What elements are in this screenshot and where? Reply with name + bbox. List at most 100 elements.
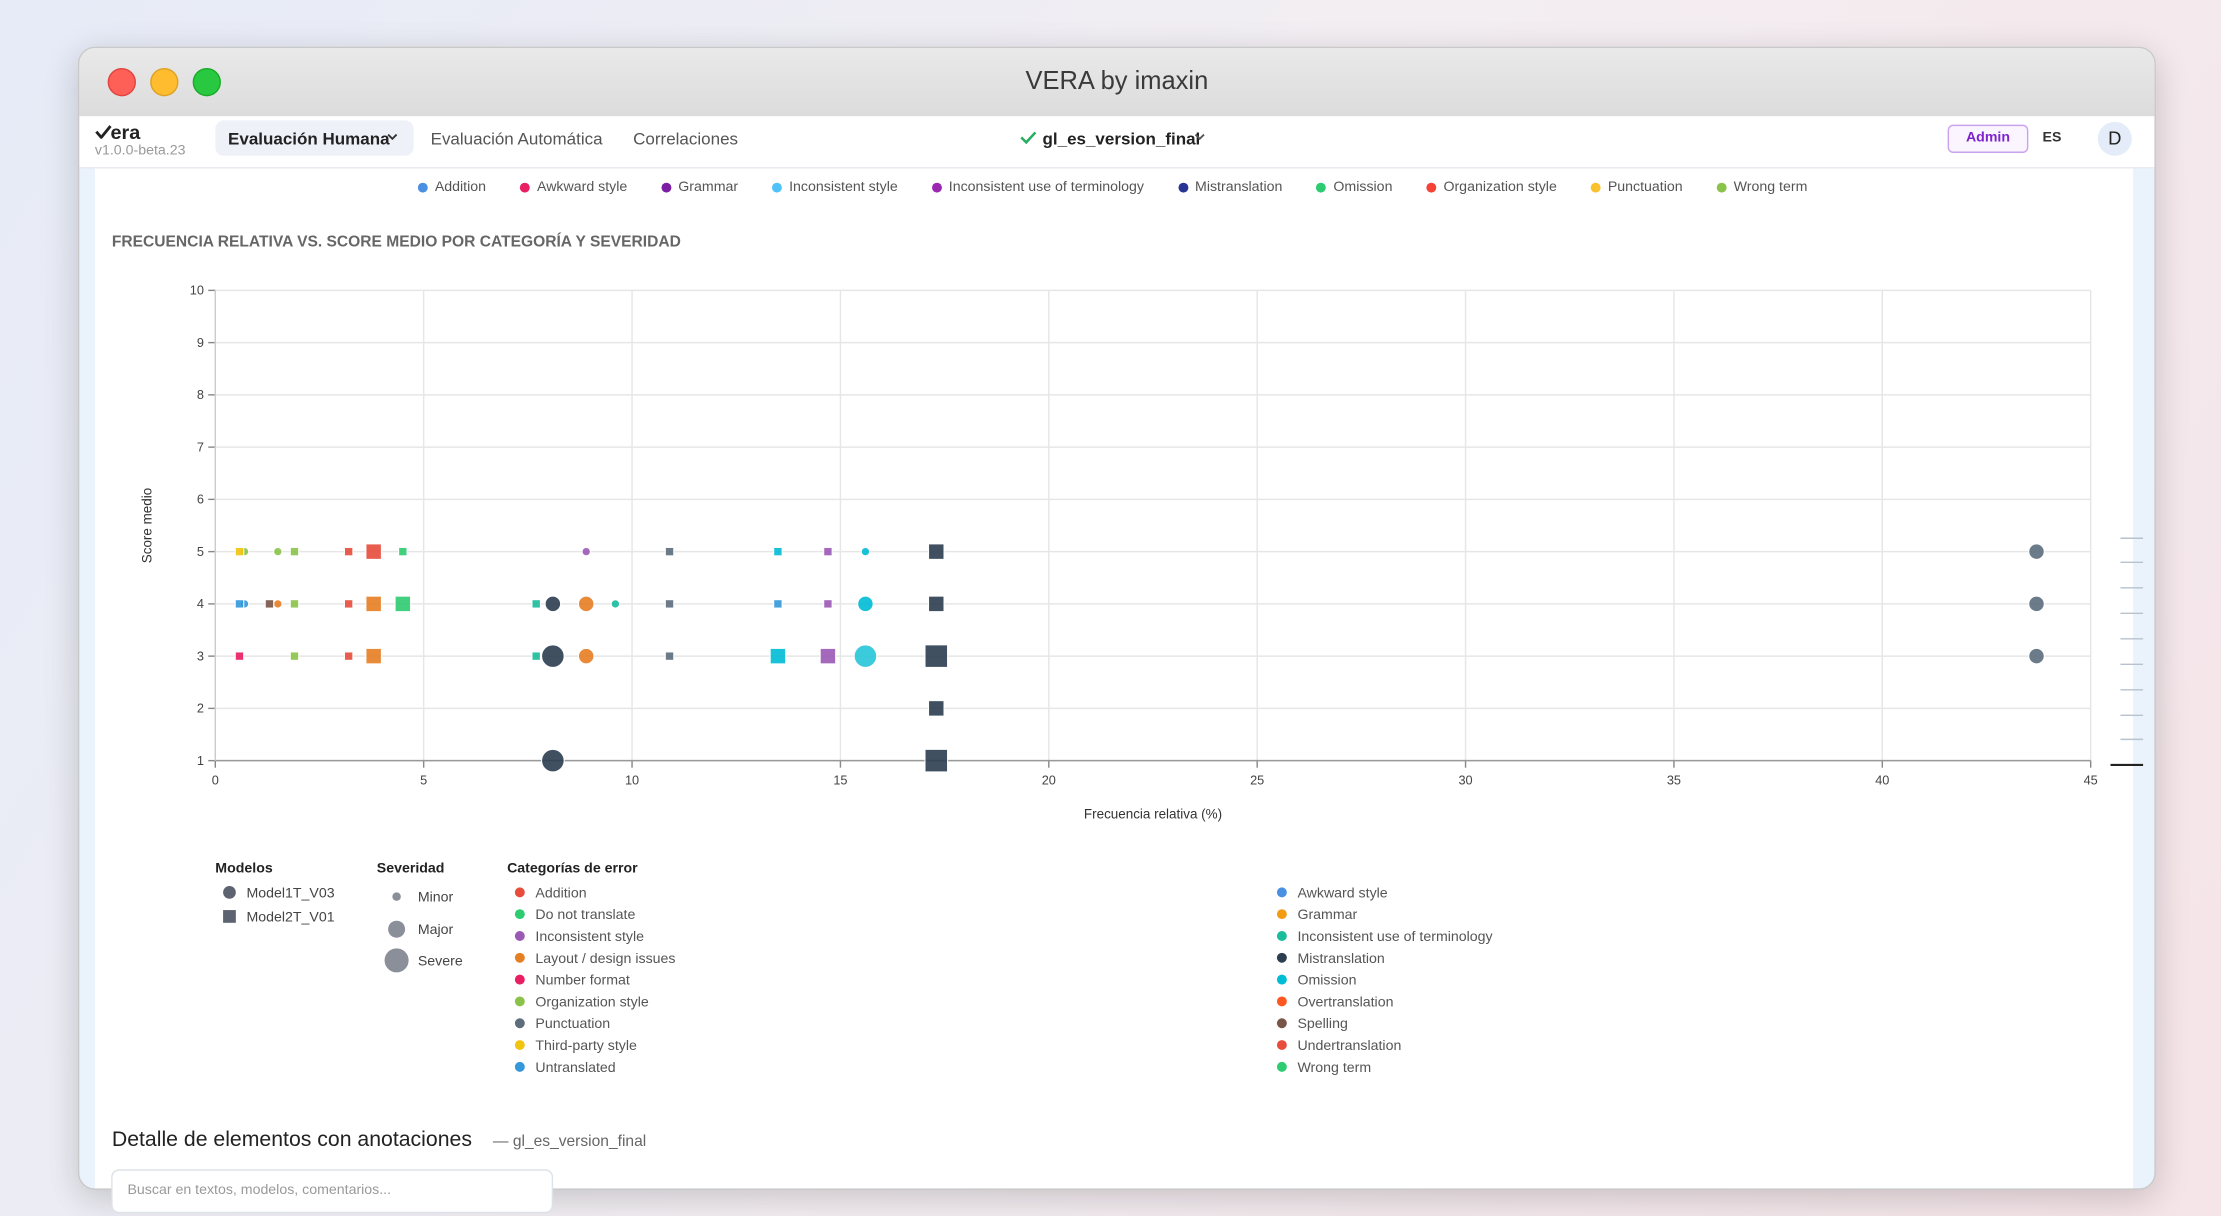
x-tick-label: 10 [625, 773, 639, 788]
category-swatch [1276, 974, 1287, 985]
point [531, 599, 542, 609]
model-label: Model2T_V01 [246, 909, 334, 925]
top-legend: Addition Awkward style Grammar Inconsistent… [93, 179, 2131, 196]
point [272, 546, 283, 557]
zoom-button[interactable] [192, 67, 221, 97]
minimize-button[interactable] [150, 67, 179, 97]
point [234, 651, 245, 661]
point [398, 546, 408, 557]
x-tick-label: 0 [212, 773, 219, 788]
category-swatch [514, 1018, 525, 1029]
x-axis-label: Frecuencia relativa (%) [1084, 807, 1222, 822]
chevron [1194, 133, 1205, 141]
category-swatch [514, 952, 525, 963]
legend-item: Grammar [661, 179, 739, 196]
legend-label: Inconsistent use of terminology [948, 179, 1145, 196]
point [853, 644, 878, 669]
point [857, 595, 874, 613]
legend-item: Inconsistent use of terminology [931, 179, 1145, 196]
x-tick-label: 30 [1458, 773, 1472, 788]
point [343, 651, 354, 661]
category-label: Inconsistent style [535, 929, 644, 945]
legend-item: Omission [1316, 179, 1393, 196]
search-box[interactable] [111, 1169, 554, 1214]
legend-item: Organization style [1426, 180, 1557, 195]
legend-label: Mistranslation [1195, 179, 1283, 196]
y-tick-label: 8 [197, 387, 204, 402]
point [272, 599, 283, 609]
avatar-letter: D [2108, 127, 2122, 149]
point [924, 748, 949, 773]
point [577, 647, 595, 665]
category-swatch [514, 887, 525, 898]
x-tick-label: 5 [420, 773, 427, 788]
legend-label: Wrong term [1733, 179, 1808, 196]
point [769, 647, 787, 665]
tab[interactable]: Evaluación Automática [430, 128, 603, 149]
legend-item: Punctuation [1590, 179, 1683, 196]
x-tick-label: 40 [1875, 773, 1889, 788]
point [2028, 595, 2045, 613]
point [365, 543, 383, 560]
legend-dot [1316, 182, 1327, 193]
point [264, 599, 275, 609]
legend-dot [417, 182, 428, 193]
close-button[interactable] [107, 67, 136, 97]
nav-bar: era v1.0.0-beta.23 Evaluación Humana Eva… [79, 116, 2155, 169]
legend-dot [1590, 182, 1601, 193]
category-label: Organization style [535, 994, 648, 1010]
y-tick-label: 5 [197, 544, 204, 559]
category-swatch [1276, 1061, 1287, 1072]
point [773, 546, 783, 557]
avatar[interactable]: D [2097, 121, 2132, 156]
point [773, 599, 783, 609]
detail-title: Detalle de elementos con anotaciones [112, 1127, 472, 1151]
legend-label: Omission [1333, 179, 1393, 196]
lang[interactable]: ES [2042, 130, 2062, 146]
point [540, 748, 565, 773]
category-label: Grammar [1297, 907, 1357, 923]
point [610, 599, 621, 609]
category-swatch [514, 1061, 525, 1072]
x-tick-label: 35 [1667, 773, 1681, 788]
scroll-ticks [2110, 537, 2144, 766]
model-label: Model1T_V03 [246, 885, 334, 901]
category-label: Number format [535, 973, 629, 989]
logo-check [95, 125, 112, 139]
tab[interactable]: Evaluación Humana [228, 128, 390, 149]
legend-dot [520, 182, 530, 193]
legend-item: Wrong term [1716, 179, 1808, 196]
point [234, 599, 245, 609]
legend-dot [772, 182, 783, 193]
tab[interactable]: Correlaciones [633, 128, 739, 149]
legend-title: Categorías de error [507, 861, 638, 877]
legend-label: Grammar [678, 179, 739, 196]
window-title: VERA by imaxin [1025, 66, 1209, 95]
window: VERA by imaxin era v1.0.0-beta.23 Evalua… [77, 46, 2156, 1190]
content-panel [94, 168, 2134, 1189]
point [2028, 543, 2045, 560]
point [664, 546, 675, 557]
point [664, 599, 675, 609]
search-placeholder: Buscar en textos, modelos, comentarios..… [127, 1182, 391, 1198]
title-bar: VERA by imaxin [79, 48, 2155, 118]
category-label: Undertranslation [1297, 1038, 1401, 1054]
category-label: Omission [1297, 973, 1356, 989]
role-badge[interactable]: Admin [1947, 124, 2029, 153]
legend-label: Addition [434, 179, 487, 196]
category-label: Do not translate [535, 907, 635, 923]
point [581, 546, 592, 557]
category-label: Addition [535, 885, 586, 901]
y-tick-label: 4 [197, 596, 204, 611]
y-tick-label: 1 [197, 753, 204, 768]
dataset-select[interactable]: gl_es_version_final [1042, 128, 1201, 149]
legend-item: Addition [417, 179, 487, 196]
category-swatch [514, 1040, 525, 1051]
severity-swatch [392, 892, 401, 901]
category-swatch [1276, 952, 1287, 963]
category-label: Wrong term [1297, 1060, 1371, 1076]
legend-label: Punctuation [1607, 179, 1683, 196]
